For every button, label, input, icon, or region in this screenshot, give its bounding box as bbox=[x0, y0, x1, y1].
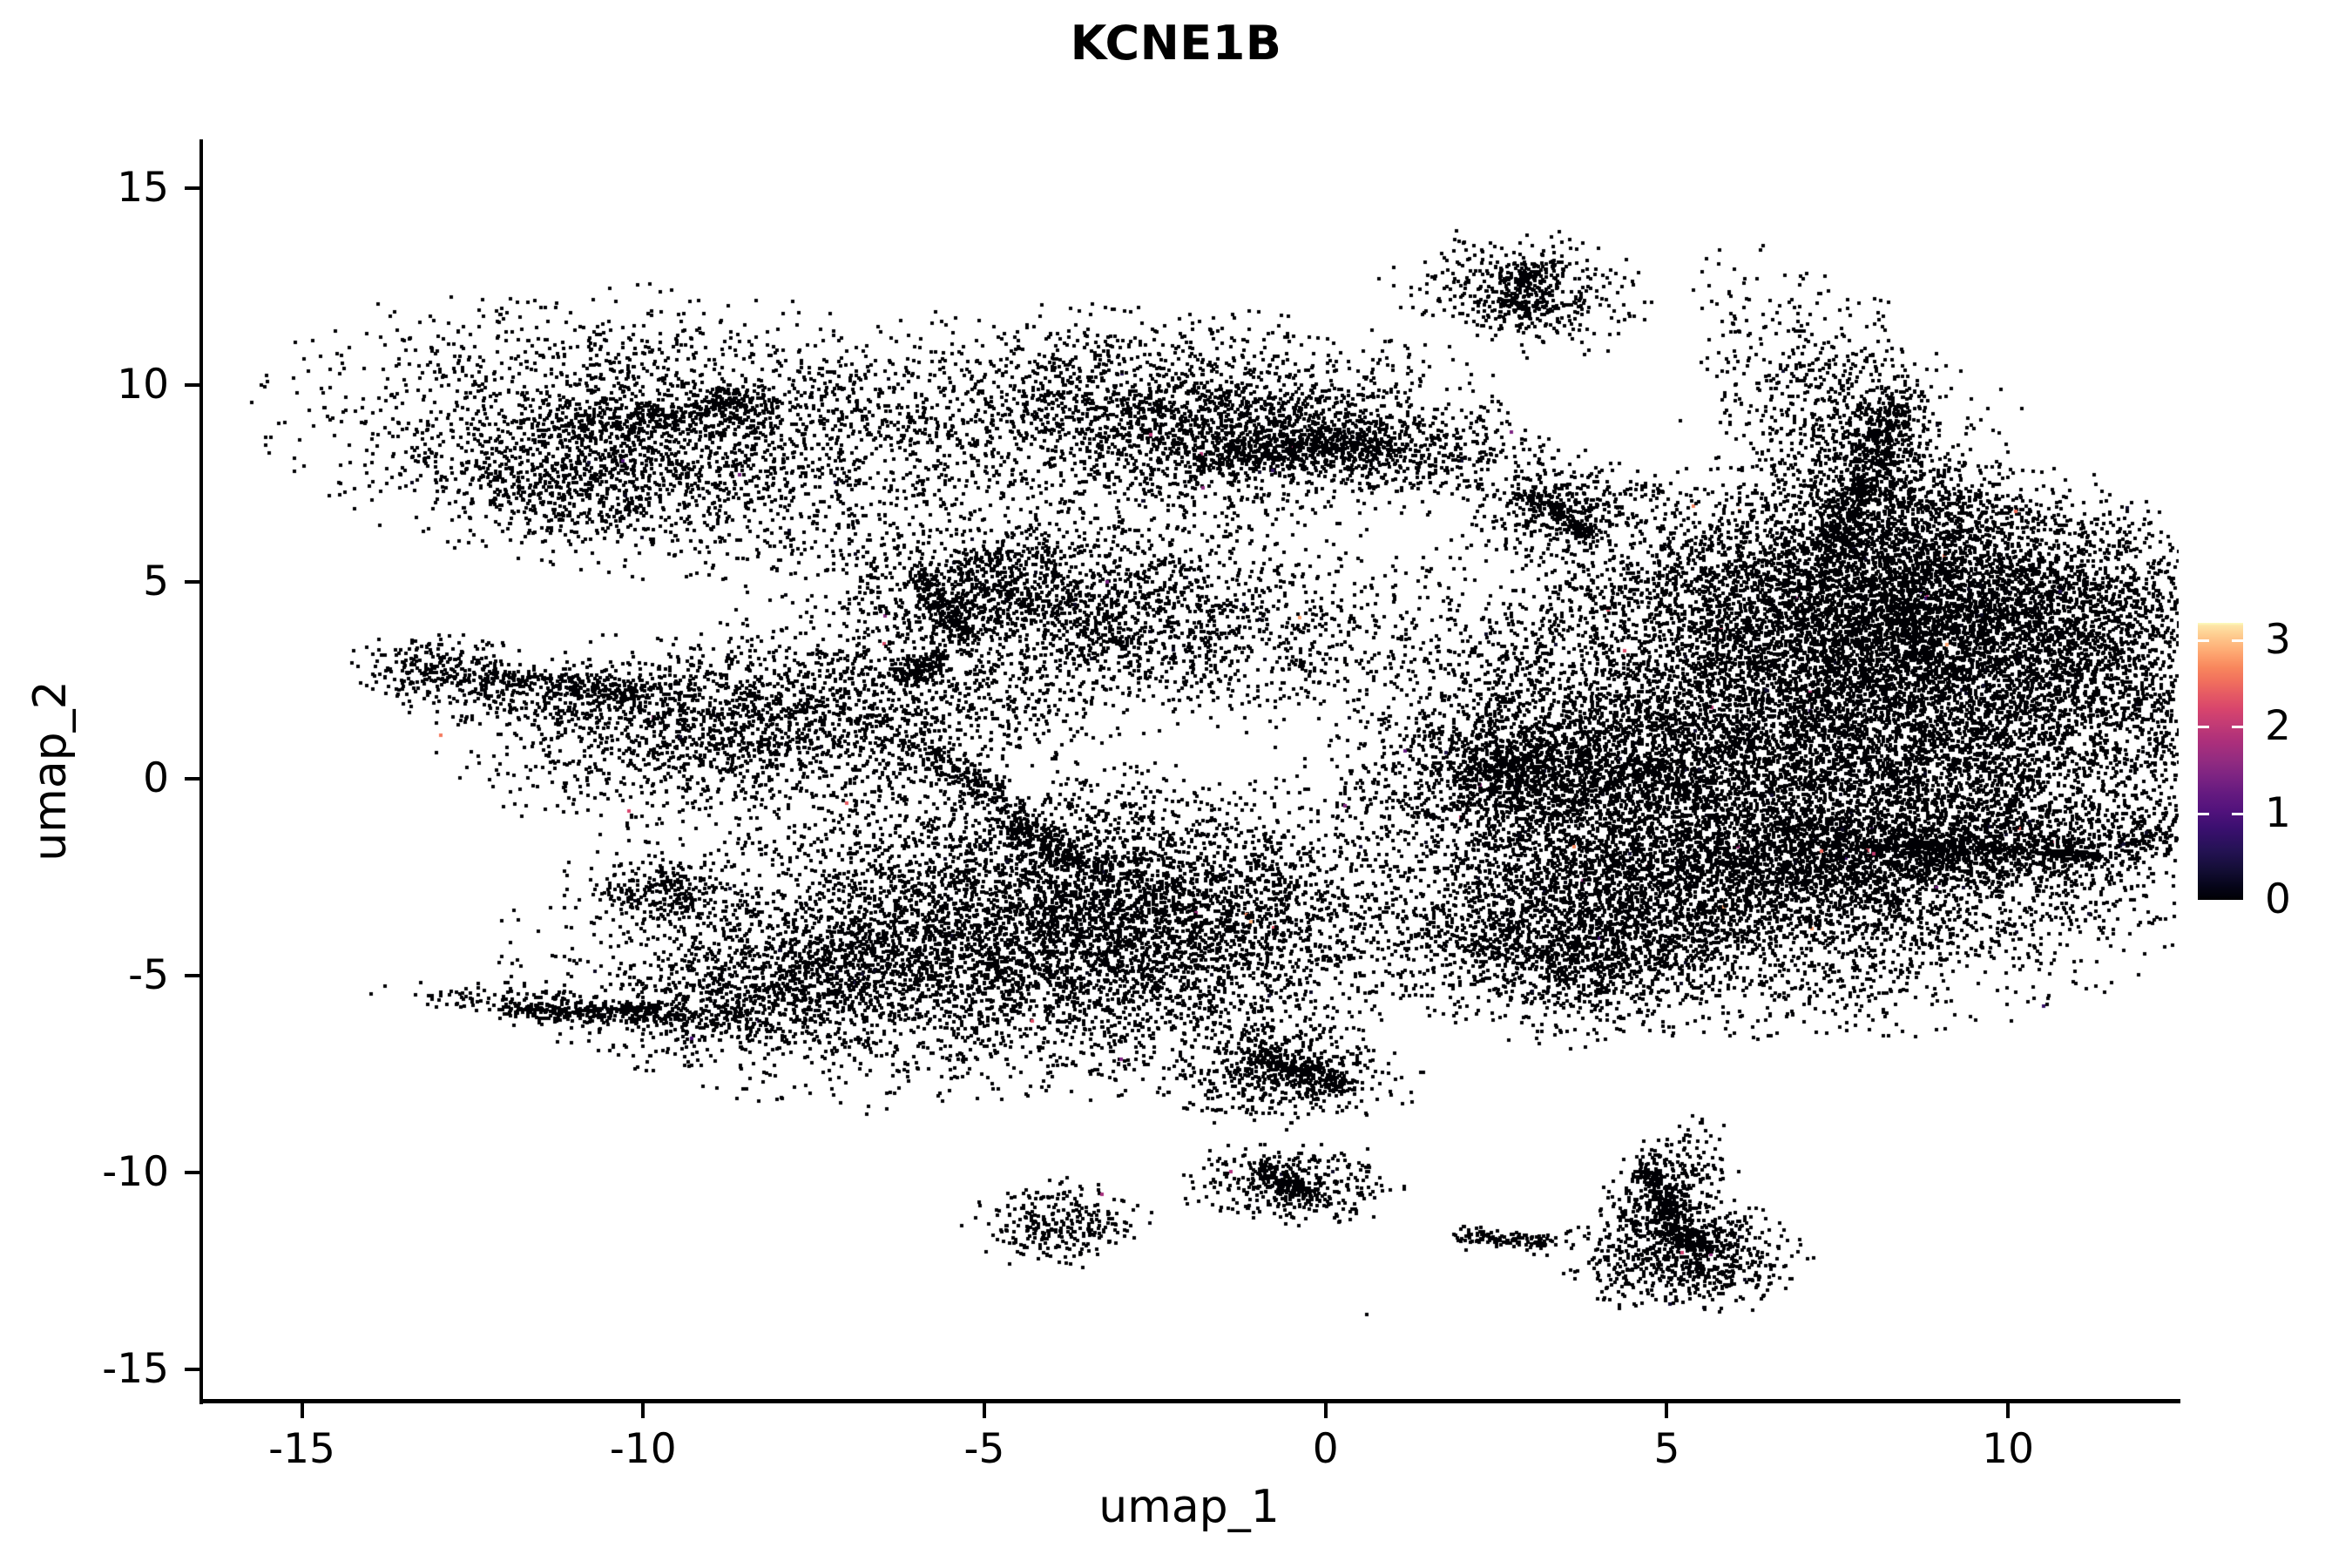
y-tick-label: -15 bbox=[102, 1344, 169, 1393]
x-tick-mark bbox=[2006, 1403, 2011, 1418]
y-tick-mark bbox=[185, 973, 199, 977]
y-tick-mark bbox=[185, 580, 199, 585]
y-tick-mark bbox=[185, 777, 199, 781]
x-tick-mark bbox=[300, 1403, 304, 1418]
colorbar-tick-label: 3 bbox=[2265, 615, 2291, 664]
y-tick-mark bbox=[185, 1367, 199, 1371]
colorbar-tick-label: 0 bbox=[2265, 875, 2291, 923]
colorbar-tick-mark bbox=[2198, 639, 2243, 642]
y-tick-label: -10 bbox=[102, 1147, 169, 1196]
y-tick-label: 0 bbox=[143, 754, 169, 803]
x-tick-label: -5 bbox=[963, 1425, 1005, 1473]
x-tick-mark bbox=[641, 1403, 645, 1418]
colorbar-tick-mark bbox=[2198, 726, 2243, 729]
y-tick-mark bbox=[185, 383, 199, 388]
x-tick-label: 5 bbox=[1653, 1425, 1680, 1473]
scatter-plot-canvas bbox=[199, 141, 2179, 1401]
x-tick-label: -10 bbox=[609, 1425, 677, 1473]
y-tick-label: -5 bbox=[128, 950, 169, 999]
colorbar-gradient bbox=[2198, 623, 2243, 900]
y-tick-label: 5 bbox=[143, 558, 169, 606]
x-axis-label: umap_1 bbox=[1098, 1481, 1280, 1533]
colorbar bbox=[2198, 623, 2243, 900]
y-tick-mark bbox=[185, 186, 199, 191]
page-title: KCNE1B bbox=[1070, 16, 1282, 71]
x-tick-label: 10 bbox=[1982, 1425, 2035, 1473]
y-axis-spine bbox=[199, 139, 203, 1404]
y-axis-label: umap_2 bbox=[24, 680, 77, 862]
y-tick-label: 10 bbox=[117, 361, 169, 409]
colorbar-tick-label: 1 bbox=[2265, 788, 2291, 837]
x-tick-mark bbox=[1665, 1403, 1669, 1418]
x-tick-label: 0 bbox=[1312, 1425, 1339, 1473]
y-tick-mark bbox=[185, 1170, 199, 1174]
y-tick-label: 15 bbox=[117, 164, 169, 213]
x-tick-mark bbox=[1323, 1403, 1328, 1418]
x-tick-mark bbox=[982, 1403, 986, 1418]
x-axis-spine bbox=[199, 1399, 2180, 1403]
colorbar-tick-label: 2 bbox=[2265, 702, 2291, 751]
x-tick-label: -15 bbox=[268, 1425, 335, 1473]
colorbar-tick-mark bbox=[2198, 812, 2243, 815]
